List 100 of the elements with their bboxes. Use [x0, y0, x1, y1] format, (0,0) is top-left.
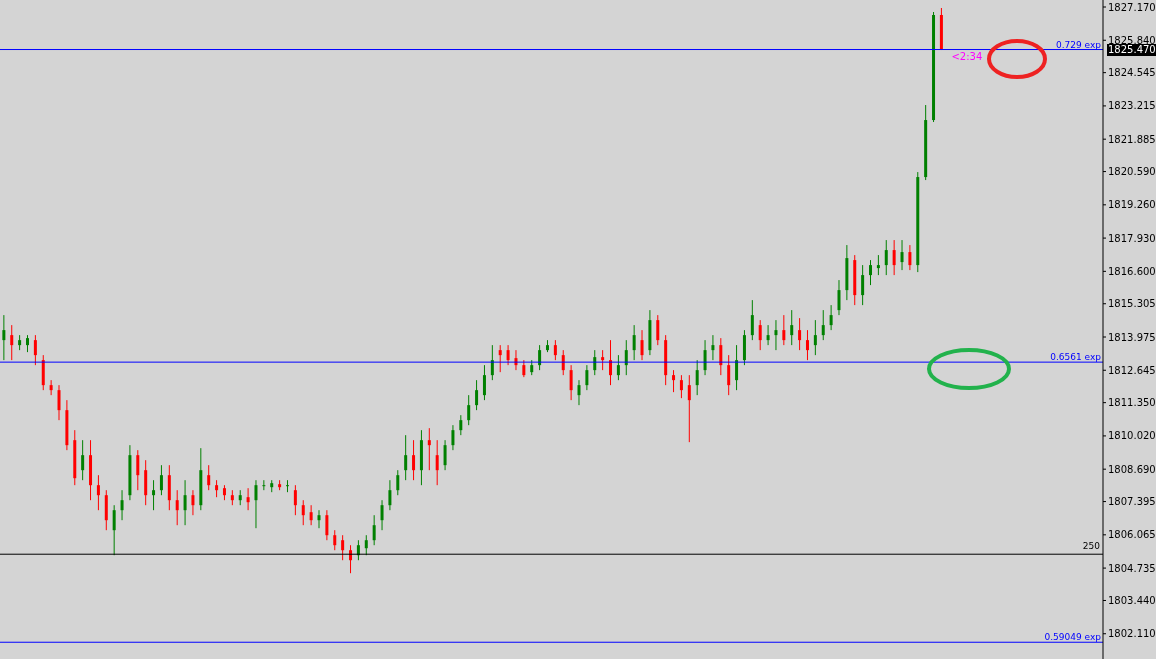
candlestick — [837, 279, 841, 316]
candlestick — [396, 469, 400, 496]
candlestick — [727, 354, 731, 396]
candlestick — [2, 314, 6, 361]
candlestick — [254, 479, 258, 529]
y-tick-label: 1804.735 — [1108, 562, 1156, 574]
ref-line-label: 0.729 exp — [1055, 39, 1102, 50]
candlestick — [703, 339, 707, 376]
candlestick — [766, 324, 770, 346]
candlestick — [672, 369, 676, 393]
candlestick — [869, 259, 873, 286]
candlestick — [656, 314, 660, 346]
candlestick — [884, 239, 888, 276]
candlestick — [498, 344, 502, 373]
candlestick — [632, 324, 636, 361]
candlestick — [482, 364, 486, 401]
y-tick-label: 1807.395 — [1108, 496, 1156, 508]
ref-line-label: 0.6561 exp — [1050, 352, 1102, 363]
candlestick — [892, 239, 896, 276]
candlestick — [285, 479, 289, 493]
candlestick — [207, 464, 211, 491]
y-tick-label: 1810.020 — [1108, 430, 1156, 442]
candlestick — [475, 379, 479, 411]
candlestick — [120, 489, 124, 521]
candlestick — [774, 319, 778, 351]
candlestick — [616, 354, 620, 381]
candlestick — [57, 384, 61, 421]
y-tick-label: 1824.545 — [1108, 67, 1156, 79]
y-tick-label: 1827.170 — [1108, 1, 1156, 13]
y-tick-label: 1817.930 — [1108, 232, 1156, 244]
candlestick — [782, 314, 786, 346]
y-tick-label: 1808.690 — [1108, 463, 1156, 475]
candlestick — [10, 324, 14, 361]
candlestick — [317, 509, 321, 529]
y-tick-label: 1821.885 — [1108, 133, 1156, 145]
candlestick — [798, 317, 802, 351]
candlestick — [790, 309, 794, 346]
candlestick — [293, 484, 297, 516]
candlestick — [325, 509, 329, 541]
y-tick-label: 1812.645 — [1108, 364, 1156, 376]
candlestick — [191, 489, 195, 516]
y-tick-label: 1803.440 — [1108, 595, 1156, 607]
candlestick — [506, 344, 510, 366]
candlestick — [569, 364, 573, 401]
candlestick — [735, 344, 739, 391]
candlestick — [364, 534, 368, 556]
y-tick-label: 1813.975 — [1108, 331, 1156, 343]
candlestick — [719, 337, 723, 376]
candlestick — [333, 529, 337, 551]
candlestick — [553, 339, 557, 361]
candlestick — [33, 334, 37, 366]
candlestick — [821, 309, 825, 341]
candlestick — [435, 439, 439, 486]
candlestick — [262, 479, 266, 491]
candlestick — [380, 499, 384, 531]
candlestick — [96, 474, 100, 511]
candlestick — [372, 514, 376, 546]
candlestick — [813, 319, 817, 356]
candlestick — [443, 439, 447, 471]
y-tick-label: 1802.110 — [1108, 628, 1156, 640]
candlestick — [404, 434, 408, 481]
candlestick — [388, 479, 392, 511]
candlestick — [679, 374, 683, 399]
candlestick — [640, 329, 644, 361]
candlestick — [829, 304, 833, 331]
text: 1825.470 — [1107, 43, 1156, 56]
candlestick — [876, 254, 880, 276]
candlestick — [711, 334, 715, 361]
candlestick — [356, 539, 360, 561]
candlestick — [152, 479, 156, 511]
ref-line-label: 0.59049 exp — [1044, 632, 1102, 643]
candlestick — [159, 464, 163, 496]
candlestick — [861, 264, 865, 306]
candlestick — [687, 374, 691, 443]
y-tick-label: 1816.600 — [1108, 265, 1156, 277]
candlestick — [341, 534, 345, 561]
annotation: 250 — [1082, 541, 1100, 553]
y-tick-label: 1819.260 — [1108, 199, 1156, 211]
candlestick — [900, 239, 904, 271]
candlestick — [427, 427, 431, 471]
candlestick — [112, 504, 116, 556]
candlestick — [246, 487, 250, 511]
candlestick — [175, 489, 179, 526]
y-tick-label: 1811.350 — [1108, 397, 1156, 409]
annotation: <2:34 — [951, 50, 983, 63]
candlestick — [805, 329, 809, 361]
y-tick-label: 1806.065 — [1108, 529, 1156, 541]
candlestick — [183, 479, 187, 526]
candlestick — [577, 379, 581, 406]
y-tick-label: 1825.840 — [1108, 34, 1156, 46]
candlestick — [309, 504, 313, 526]
candlestick — [301, 499, 305, 526]
candlestick — [601, 349, 605, 371]
candlestick — [585, 364, 589, 391]
y-tick-label: 1815.305 — [1108, 298, 1156, 310]
candlestick — [695, 359, 699, 396]
candlestick — [412, 439, 416, 481]
candlestick — [908, 244, 912, 271]
candlestick — [459, 414, 463, 436]
candlestick — [467, 394, 471, 426]
